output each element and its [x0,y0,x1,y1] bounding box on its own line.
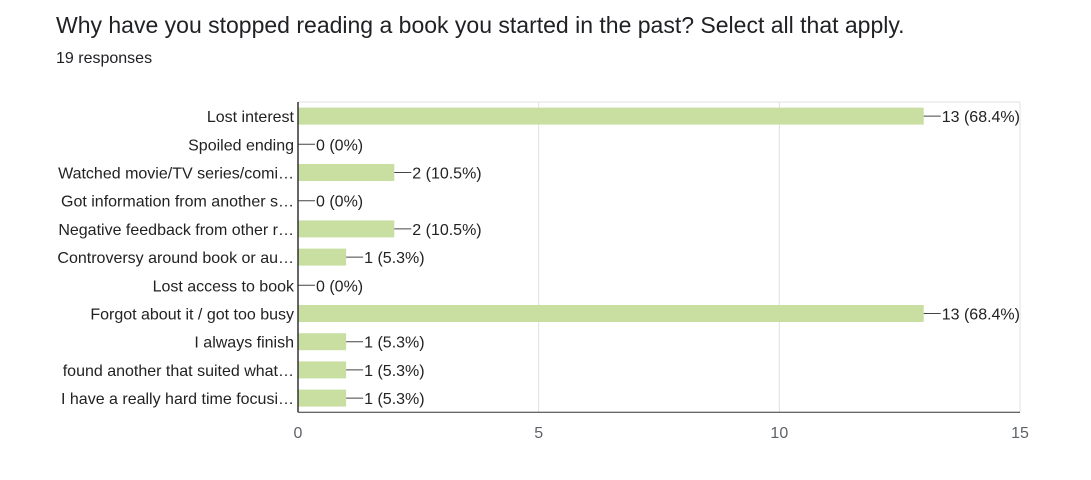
bar [298,164,395,181]
data-label: 1 (5.3%) [364,363,424,380]
data-label: 0 (0%) [316,137,363,154]
category-label: Negative feedback from other r… [58,222,294,239]
data-label: 13 (68.4%) [942,307,1020,324]
x-tick-label: 5 [534,425,543,442]
category-label: I have a really hard time focusi… [61,391,294,408]
category-label: Forgot about it / got too busy [90,307,294,324]
data-label: 0 (0%) [316,194,363,211]
category-label: Controversy around book or au… [57,250,294,267]
category-label: Lost access to book [153,278,295,295]
bar [298,333,347,351]
category-label: Spoiled ending [188,137,294,154]
data-label: 0 (0%) [316,278,363,295]
category-label: I always finish [194,335,294,352]
data-label: 2 (10.5%) [412,166,481,183]
data-label: 2 (10.5%) [412,222,481,239]
category-label: Watched movie/TV series/comi… [58,166,294,183]
response-count: 19 responses [56,50,153,67]
bar [298,389,347,407]
data-label: 1 (5.3%) [364,335,424,352]
data-label: 1 (5.3%) [364,391,424,408]
data-label: 13 (68.4%) [942,109,1020,126]
bar [298,107,924,125]
x-tick-label: 10 [770,425,788,442]
x-tick-label: 0 [294,425,303,442]
bar [298,305,924,322]
data-label: 1 (5.3%) [364,250,424,267]
category-label: Got information from another s… [61,194,294,211]
x-tick-label: 15 [1011,425,1029,442]
question-title: Why have you stopped reading a book you … [56,12,905,38]
bar [298,248,347,266]
category-label: found another that suited what… [63,363,294,380]
bar [298,361,347,379]
category-label: Lost interest [207,109,295,126]
bar [298,220,395,238]
